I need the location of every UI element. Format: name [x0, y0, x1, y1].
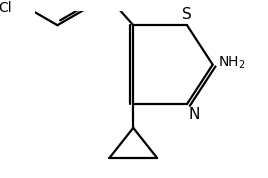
Text: NH$_2$: NH$_2$: [218, 55, 246, 72]
Text: Cl: Cl: [0, 1, 12, 15]
Text: S: S: [182, 7, 192, 22]
Text: N: N: [189, 107, 200, 122]
